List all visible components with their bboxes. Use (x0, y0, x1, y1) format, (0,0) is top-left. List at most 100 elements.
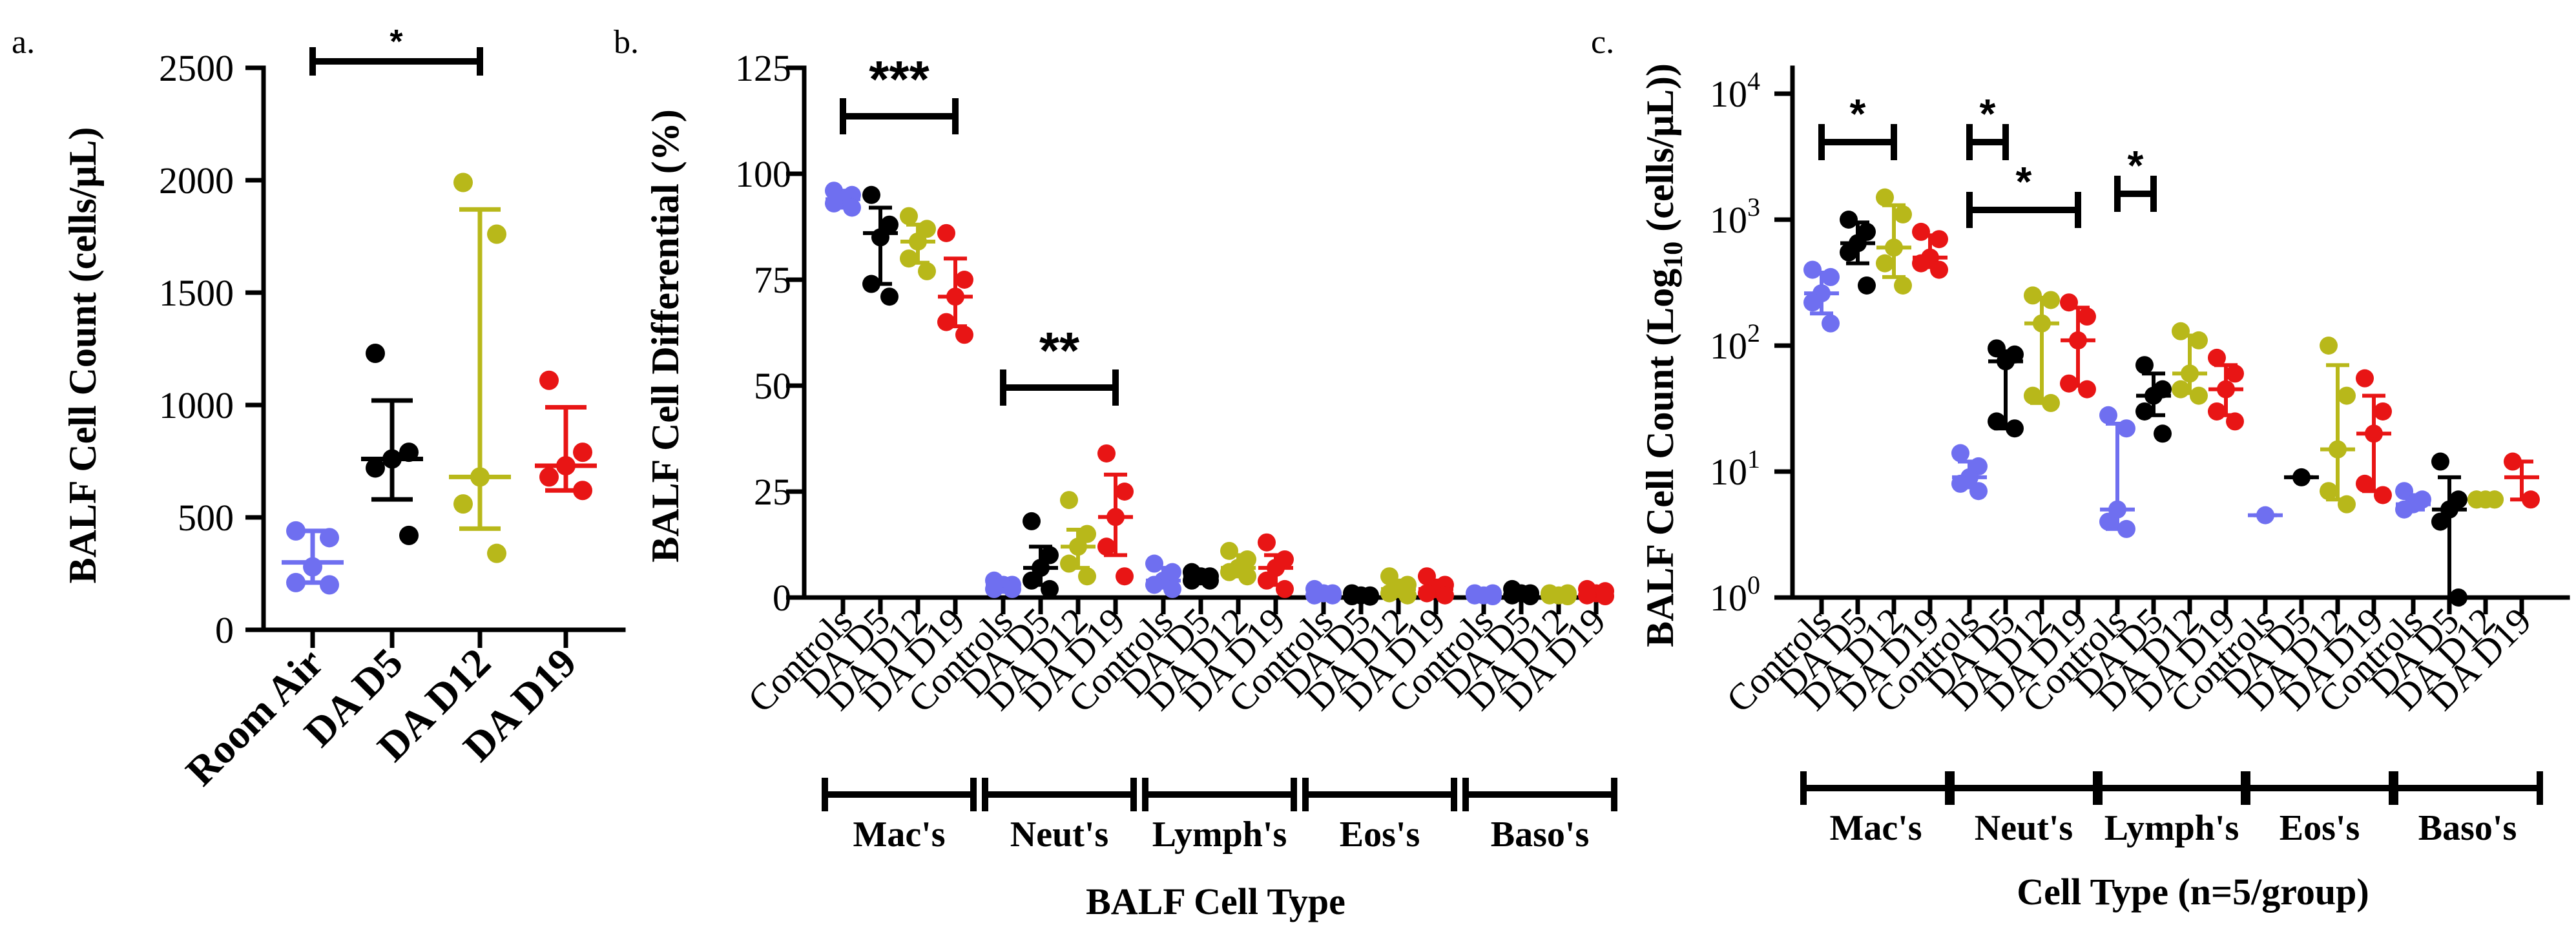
panel-c-point (2078, 380, 2096, 399)
panel-b-point (946, 287, 964, 306)
panel-c-point (1894, 205, 1912, 224)
panel-c-point (2060, 374, 2078, 393)
panel-a-point (399, 442, 419, 463)
panel-b-point (955, 271, 973, 289)
panel-b-point (1069, 537, 1087, 556)
panel-b-point (1258, 533, 1276, 552)
panel-b-point (1521, 587, 1539, 606)
panel-c-point (1885, 238, 1903, 257)
panel-c-point (1997, 352, 2015, 371)
panel-b-point (1418, 567, 1436, 586)
panel-a-point (470, 467, 490, 487)
panel-b-y-tick-label: 0 (773, 577, 791, 619)
panel-b-point (1041, 546, 1059, 565)
panel-c-significance-label: * (1850, 90, 1866, 137)
panel-c-point (1912, 222, 1930, 241)
panel-c-y-tick-label: 104 (1710, 67, 1760, 115)
panel-b-point (1220, 541, 1238, 560)
panel-c-point (1894, 276, 1912, 295)
panel-b-group-label: Lymph's (1152, 815, 1287, 855)
panel-c-point (1988, 412, 2006, 431)
panel-c-point (2395, 500, 2413, 519)
panel-b-point (1343, 587, 1361, 606)
panel-a-point (487, 224, 506, 244)
panel-c-point (2060, 293, 2078, 312)
panel-c-y-tick-label: 101 (1710, 444, 1760, 493)
panel-c-point (1803, 260, 1822, 279)
panel-b-point (937, 224, 955, 242)
panel-c-y-tick-base: 10 (1710, 451, 1747, 493)
panel-c-point (2006, 419, 2024, 438)
panel-a-y-tick-label: 2500 (159, 47, 234, 89)
panel-c-point (2217, 380, 2235, 399)
panel-b-point (1097, 444, 1116, 463)
panel-c-point (2181, 364, 2199, 383)
panel-b-group-label: Neut's (1010, 815, 1108, 855)
panel-b-point (1220, 563, 1238, 581)
panel-c-point (2042, 393, 2060, 412)
panel-c-point (2292, 468, 2311, 486)
panel-b-point (1596, 587, 1614, 606)
panel-a-point (382, 449, 402, 469)
panel-a-point (539, 467, 559, 487)
panel-c-y-tick-exponent: 4 (1747, 67, 1760, 96)
panel-b-point (1484, 587, 1502, 606)
panel-c-point (2449, 588, 2467, 607)
panel-c-point (2135, 402, 2154, 421)
panel-c-point (2431, 512, 2449, 531)
panel-b-point (1578, 586, 1596, 605)
panel-c-point (2395, 482, 2413, 501)
panel-c-point (1930, 230, 1948, 249)
panel-c-group-label: Lymph's (2104, 808, 2239, 848)
panel-b-point (1097, 537, 1116, 556)
panel-c-point (2431, 452, 2449, 471)
panel-c-y-tick-exponent: 1 (1747, 444, 1760, 473)
panel-c-point (2145, 386, 2163, 405)
panel-c-significance-label: * (2128, 142, 2144, 189)
panel-a-point (556, 455, 576, 475)
panel-b-point (871, 228, 889, 247)
panel-b-y-axis-label: BALF Cell Differential (%) (644, 109, 687, 563)
panel-b-significance-label: *** (869, 50, 930, 108)
panel-b-point (1041, 579, 1059, 598)
panel-c-point (1803, 293, 1822, 312)
panel-c-point (2024, 286, 2042, 305)
panel-a-y-tick-label: 1500 (159, 272, 234, 314)
panel-b-y-tick-label: 25 (754, 471, 791, 513)
panel-c-group-label: Neut's (1975, 808, 2073, 848)
panel-c-point (2099, 512, 2117, 531)
panel-c-x-axis-label: Cell Type (n=5/group) (2017, 871, 2369, 913)
panel-b-point (1060, 491, 1078, 510)
panel-b-point (955, 326, 973, 344)
panel-c-point (1951, 444, 1969, 463)
panel-c-point (2320, 482, 2338, 501)
panel-c-point (2329, 440, 2347, 459)
panel-c-point (2069, 331, 2087, 349)
panel-c-point (2117, 419, 2135, 438)
panel-a-point (286, 521, 306, 541)
panel-a-point (573, 481, 592, 501)
panel-c-point (2338, 386, 2356, 405)
panel-a: a. BALF Cell Count (cells/μL) (12, 24, 626, 632)
panel-a-point (286, 572, 306, 592)
panel-b-point (1163, 579, 1181, 598)
panel-c-point (2374, 402, 2392, 421)
panel-a-point (539, 370, 559, 390)
panel-c-y-tick-label: 102 (1710, 318, 1760, 367)
panel-b-point (1106, 508, 1125, 526)
panel-b-point (1145, 554, 1163, 573)
panel-c-y-axis-label-sub: 10 (1659, 242, 1688, 269)
panel-b-y-tick-label: 125 (735, 47, 791, 89)
panel-a-point (573, 442, 592, 463)
panel-a-label: a. (12, 24, 35, 61)
panel-b-point (1003, 579, 1021, 598)
panel-c-point (2172, 322, 2190, 340)
panel-a-y-tick-label: 500 (178, 497, 234, 539)
panel-c-label: c. (1591, 24, 1614, 61)
panel-c-point (2504, 452, 2522, 471)
panel-c-significance-label: * (1980, 90, 1996, 137)
panel-c-y-tick-base: 10 (1710, 199, 1747, 241)
panel-b-point (1267, 559, 1285, 577)
panel-b-x-axis-label: BALF Cell Type (1086, 880, 1345, 922)
panel-c-point (1969, 482, 1988, 501)
